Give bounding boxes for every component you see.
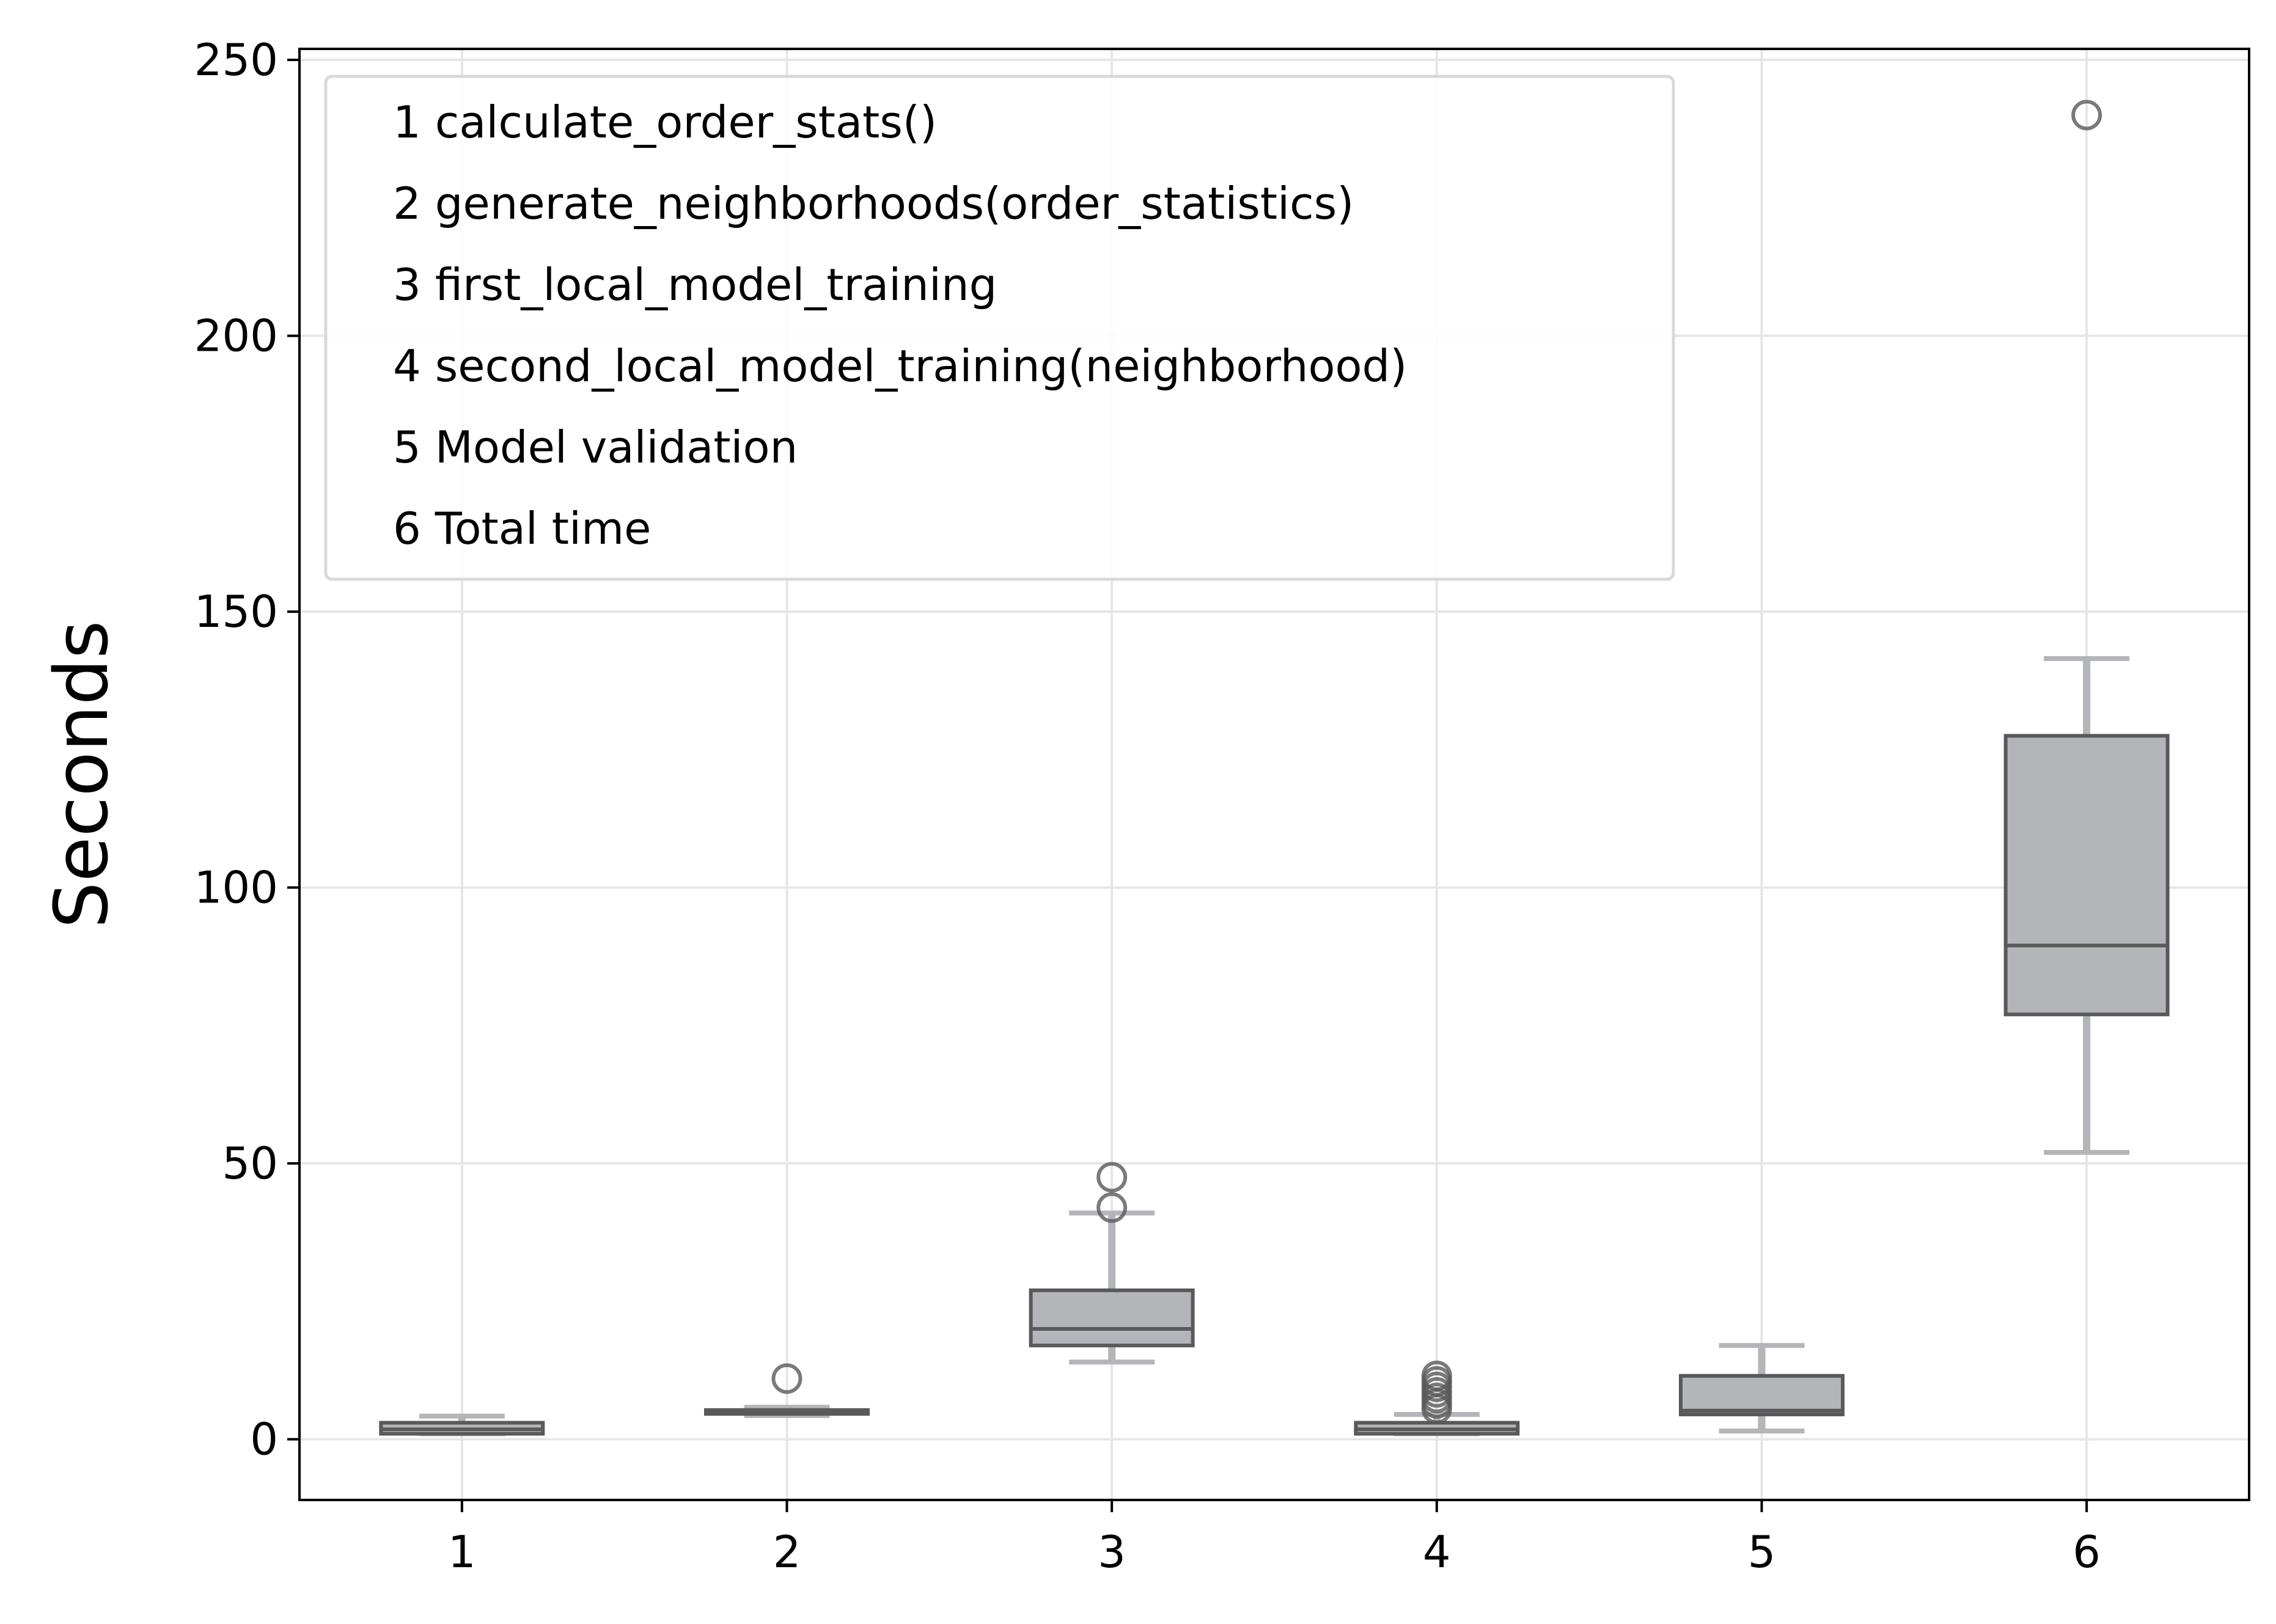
box-plots — [379, 100, 2170, 1436]
outlier-point — [771, 1363, 802, 1394]
x-tick-label: 3 — [1098, 1526, 1126, 1578]
axis-ticks: 0 50 100 150 200 250 1 2 3 4 5 6 — [194, 34, 2101, 1578]
legend-entry: 3 first_local_model_training — [393, 259, 997, 310]
legend: 1 calculate_order_stats() 2 generate_neig… — [324, 75, 1675, 581]
y-tick-label: 250 — [194, 34, 278, 86]
x-tick-label: 5 — [1748, 1526, 1776, 1578]
box-4 — [1354, 1360, 1520, 1436]
y-tick-label: 150 — [194, 586, 278, 637]
legend-entry: 6 Total time — [393, 503, 651, 554]
box-body — [2003, 734, 2170, 1017]
outlier-point — [2071, 100, 2102, 131]
outlier-point — [1096, 1161, 1128, 1193]
y-tick-label: 200 — [194, 310, 278, 362]
y-tick-label: 0 — [250, 1414, 278, 1465]
x-tick-label: 1 — [448, 1526, 476, 1578]
box-1 — [379, 1413, 545, 1436]
box-3 — [1029, 1161, 1195, 1365]
box-5 — [1679, 1343, 1845, 1434]
box-2 — [704, 1363, 870, 1418]
x-tick-label: 6 — [2072, 1526, 2101, 1578]
legend-frame — [324, 75, 1675, 581]
outlier-point — [1421, 1360, 1452, 1391]
legend-entry: 5 Model validation — [393, 422, 798, 473]
box-body — [1029, 1288, 1195, 1348]
legend-entry: 2 generate_neighborhoods(order_statistic… — [393, 178, 1354, 229]
outlier-point — [1096, 1192, 1128, 1223]
legend-entry: 1 calculate_order_stats() — [393, 97, 937, 148]
box-6 — [2003, 100, 2170, 1155]
x-tick-label: 2 — [773, 1526, 801, 1578]
legend-entry: 4 second_local_model_training(neighborho… — [393, 340, 1407, 392]
plot-frame — [298, 48, 2250, 1501]
y-axis-label: Seconds — [40, 620, 125, 928]
y-tick-label: 50 — [222, 1138, 278, 1189]
y-tick-label: 100 — [194, 862, 278, 913]
box-body — [1679, 1373, 1845, 1417]
x-tick-label: 4 — [1423, 1526, 1451, 1578]
